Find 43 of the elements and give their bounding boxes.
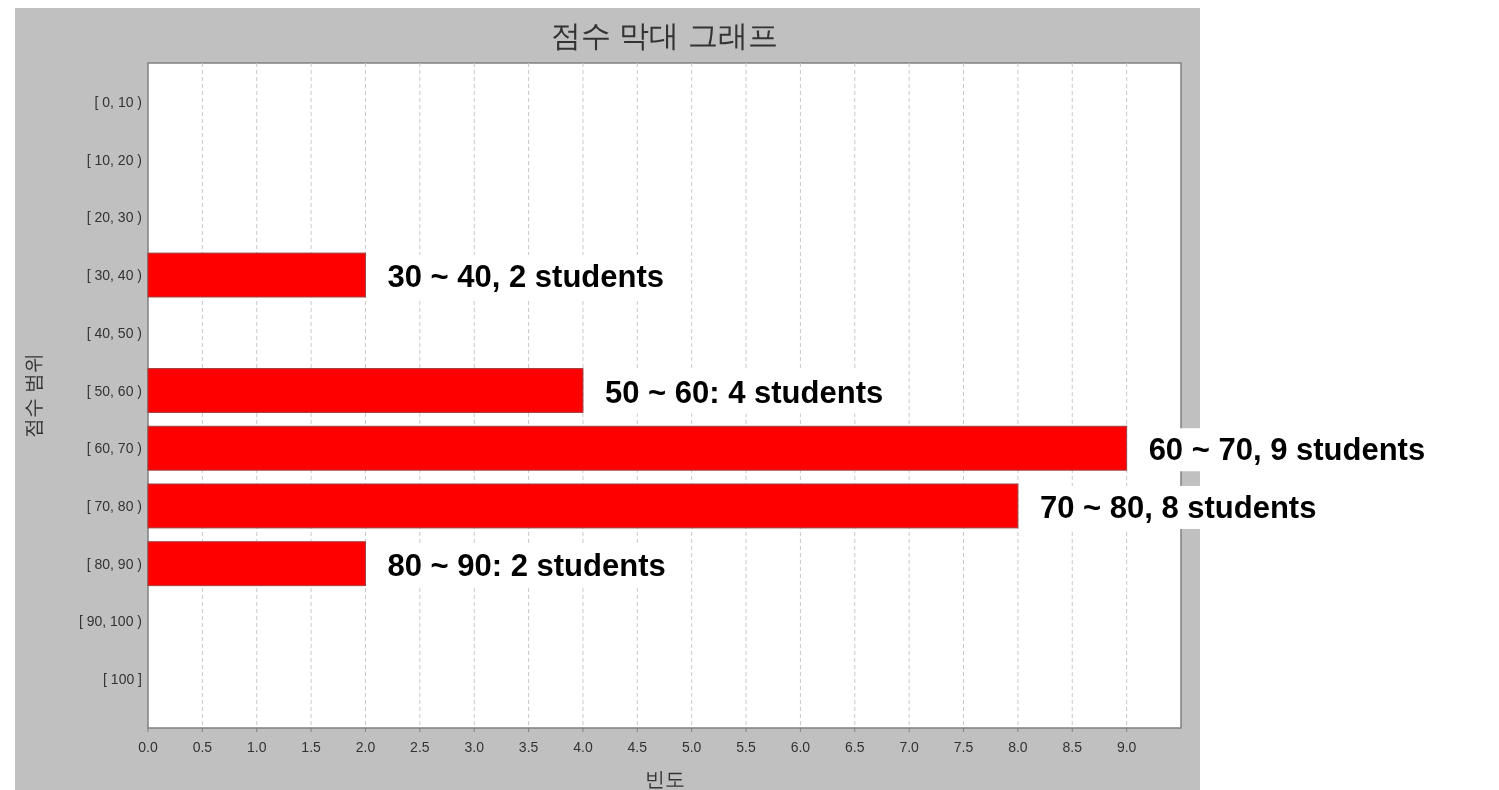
x-tick-label: 2.0	[355, 739, 376, 755]
x-tick-label: 0.5	[192, 739, 213, 755]
y-tick-label: [ 80, 90 )	[86, 555, 142, 572]
y-tick-label: [ 10, 20 )	[86, 151, 142, 168]
y-axis-title: 점수 범위	[22, 352, 44, 439]
bar	[147, 483, 1019, 529]
x-tick-label: 6.0	[790, 739, 811, 755]
bar	[147, 425, 1128, 471]
x-tick-label: 7.5	[953, 739, 974, 755]
y-tick-label: [ 30, 40 )	[86, 267, 142, 284]
x-tick-label: 1.5	[301, 739, 322, 755]
y-tick-label: [ 0, 10 )	[94, 93, 142, 110]
x-tick-label: 4.0	[573, 739, 593, 755]
bar	[147, 368, 584, 413]
x-tick-label: 4.5	[627, 739, 648, 755]
x-tick-label: 5.5	[736, 739, 756, 755]
x-tick-label: 3.5	[518, 739, 539, 755]
annotation: 60 ~ 70, 9 students	[1148, 432, 1426, 468]
x-tick-label: 8.0	[1008, 739, 1028, 755]
y-tick-label: [ 20, 30 )	[86, 209, 142, 226]
x-tick-label: 5.0	[681, 739, 702, 755]
x-axis-title: 빈도	[644, 768, 685, 790]
annotation: 70 ~ 80, 8 students	[1039, 489, 1317, 525]
x-tick-label: 7.0	[899, 739, 920, 755]
y-tick-label: [ 70, 80 )	[86, 497, 142, 514]
y-tick-label: [ 90, 100 )	[78, 613, 142, 630]
annotation: 30 ~ 40, 2 students	[387, 259, 665, 295]
x-tick-label: 2.5	[410, 739, 430, 755]
x-tick-label: 6.5	[845, 739, 865, 755]
y-tick-label: [ 40, 50 )	[86, 324, 142, 341]
x-tick-label: 0.0	[138, 739, 158, 755]
x-tick-label: 3.0	[464, 739, 485, 755]
annotation: 50 ~ 60: 4 students	[604, 374, 884, 410]
bar	[147, 541, 366, 587]
chart-title: 점수 막대 그래프	[551, 19, 778, 52]
bar	[147, 252, 366, 298]
x-tick-label: 1.0	[247, 739, 267, 755]
y-tick-label: [ 60, 70 )	[86, 440, 142, 457]
annotation: 80 ~ 90: 2 students	[387, 547, 666, 583]
y-tick-label: [ 100 ]	[103, 671, 142, 688]
y-tick-label: [ 50, 60 )	[86, 382, 142, 399]
x-tick-label: 8.5	[1062, 739, 1083, 755]
x-tick-label: 9.0	[1116, 739, 1137, 755]
